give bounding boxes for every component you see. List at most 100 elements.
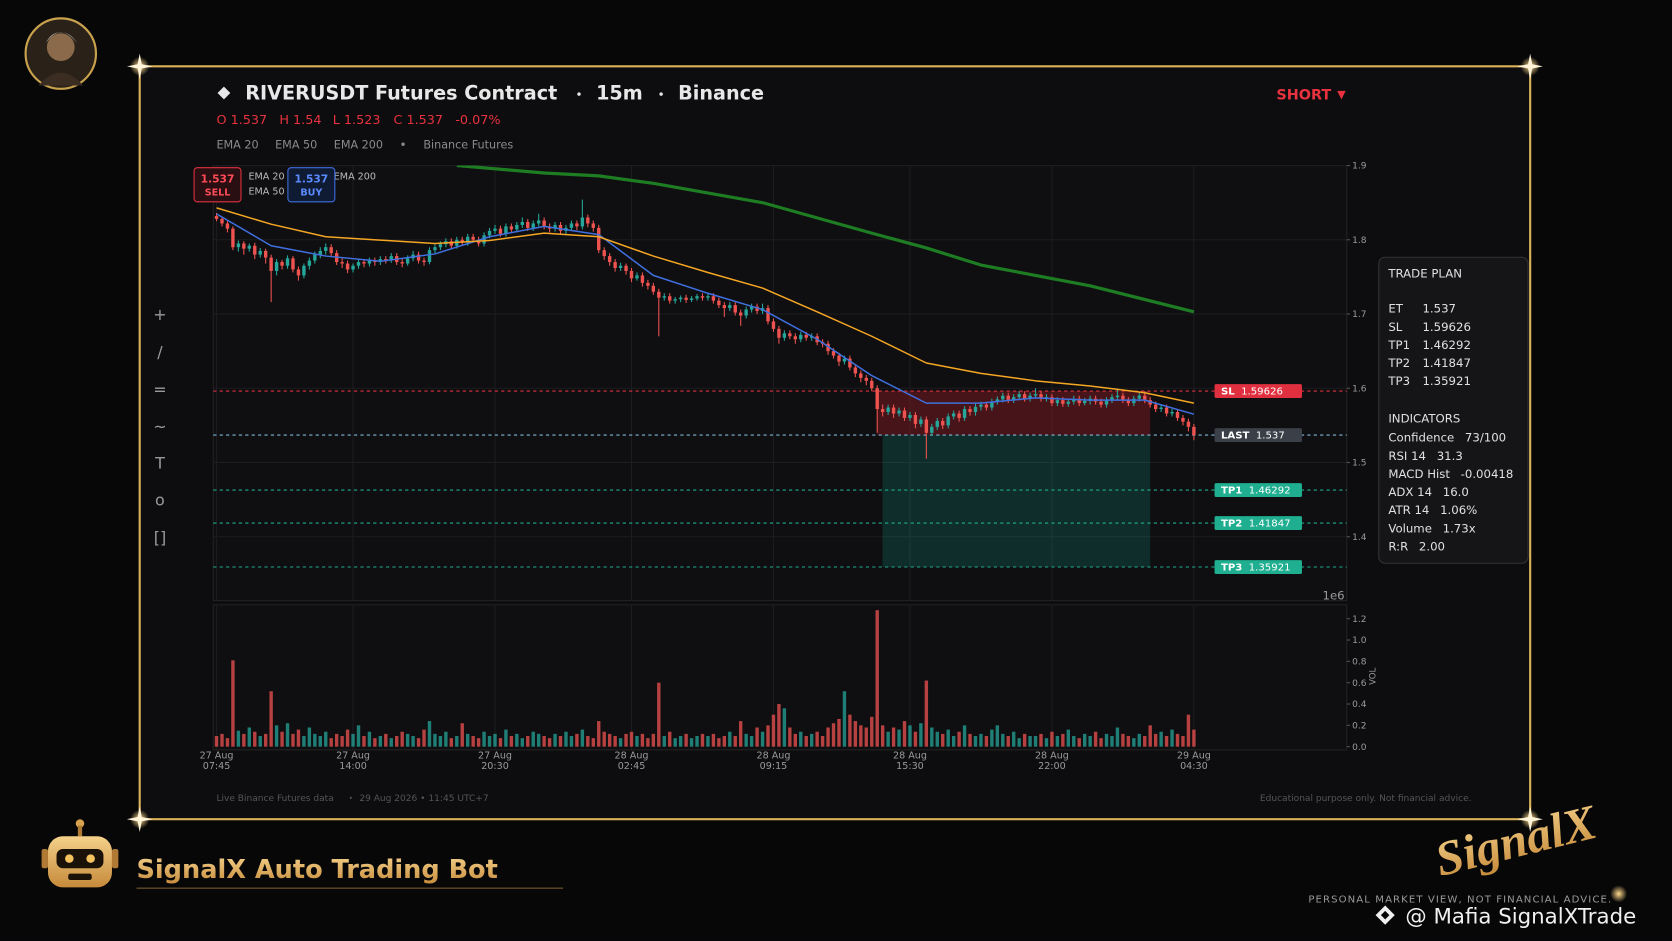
side-selector[interactable]: SHORT	[1276, 87, 1331, 103]
volume-bar	[924, 680, 929, 747]
volume-bar	[640, 733, 645, 747]
volume-bar	[760, 731, 765, 747]
plan-value: 1.46292	[1422, 338, 1470, 352]
indicator-row: Volume 1.73x	[1388, 521, 1475, 535]
level-label: TP2 1.41847	[1221, 519, 1291, 530]
tool-brush[interactable]: ~	[153, 417, 166, 436]
candle-body	[1066, 401, 1071, 404]
plan-row: ET 1.537	[1388, 302, 1456, 316]
tool-text[interactable]: T	[154, 453, 165, 472]
volume-bar	[733, 736, 737, 747]
volume-bar	[804, 736, 808, 747]
buy-button[interactable]	[287, 167, 336, 203]
candle-body	[913, 414, 918, 424]
volume-bar	[1039, 733, 1043, 747]
tool-crosshair[interactable]: +	[153, 305, 166, 324]
candle-body	[1017, 394, 1021, 398]
candle-body	[1121, 395, 1125, 401]
sell-button[interactable]	[193, 167, 242, 203]
tool-horizontal[interactable]: =	[153, 380, 166, 399]
level-name: LAST	[1221, 431, 1250, 442]
volume-bar	[1082, 733, 1087, 747]
candle-body	[1061, 400, 1065, 404]
volume-bar	[706, 736, 710, 747]
candle-body	[908, 414, 912, 418]
candle-body	[739, 312, 743, 316]
indicator-label: EMA 200	[334, 138, 383, 151]
plan-label: TP3	[1387, 374, 1410, 388]
volume-bar	[1104, 733, 1109, 747]
ohlc-low: L 1.523	[333, 113, 381, 128]
buy-price[interactable]: 1.537	[295, 173, 329, 186]
candle-body	[291, 258, 295, 270]
candle-body	[640, 275, 645, 283]
y-tick-label: 1.6	[1352, 384, 1367, 394]
volume-bar	[536, 733, 541, 747]
indicator-row: ATR 14 1.06%	[1388, 503, 1477, 517]
candle-body	[1028, 395, 1032, 399]
candle-body	[919, 419, 923, 424]
volume-bar	[695, 736, 699, 747]
volume-bar	[520, 738, 524, 747]
tool-circle[interactable]: o	[155, 491, 165, 510]
volume-bar	[739, 721, 743, 747]
candle-body	[859, 373, 863, 378]
indicator-row: RSI 14 31.3	[1388, 449, 1462, 463]
volume-bar	[569, 736, 574, 747]
candle-body	[749, 306, 754, 310]
volume-bar	[1093, 731, 1098, 747]
candle-body	[1143, 395, 1147, 401]
level-label: TP3 1.35921	[1221, 563, 1291, 574]
level-label: SL 1.59626	[1221, 387, 1283, 398]
footer-disclaimer: Educational purpose only. Not financial …	[1260, 794, 1472, 804]
candle-body	[263, 250, 268, 258]
volume-bar	[258, 736, 262, 747]
level-label-bg	[1214, 384, 1302, 398]
volume-bar	[613, 736, 617, 747]
trade-plan-panel	[1378, 256, 1529, 564]
volume-bar	[1192, 729, 1196, 747]
buy-label[interactable]: BUY	[300, 187, 323, 198]
legend-entry: EMA 50	[248, 186, 284, 197]
volume-bar	[405, 733, 410, 747]
indicator-value: -0.00418	[1461, 467, 1514, 481]
candle-body	[990, 401, 994, 408]
volume-bar	[542, 736, 546, 747]
candle-body	[744, 309, 748, 316]
sparkle	[1610, 885, 1628, 903]
indicator-label: RSI 14	[1388, 449, 1426, 463]
volume-bar	[979, 733, 983, 747]
sell-price[interactable]: 1.537	[201, 173, 235, 186]
candle-body	[782, 333, 787, 338]
volume-bar	[799, 731, 803, 747]
candle-body	[973, 406, 978, 413]
separator	[401, 142, 405, 146]
candle-body	[951, 413, 956, 417]
symbol-title: RIVERUSDT Futures Contract	[245, 81, 557, 104]
candle-body	[777, 328, 781, 338]
candle-body	[296, 269, 301, 276]
candle-body	[438, 244, 443, 248]
ema-line	[216, 213, 1195, 415]
candle-body	[597, 227, 601, 251]
dropdown-arrow[interactable]	[1337, 90, 1346, 100]
volume-bar	[334, 733, 339, 747]
level-name: TP1	[1221, 486, 1242, 497]
volume-bar	[433, 733, 437, 747]
level-value: 1.41847	[1249, 519, 1291, 530]
candle-body	[493, 228, 497, 231]
candle-body	[864, 377, 868, 381]
volume-bar	[291, 733, 295, 747]
tool-rectangle[interactable]: []	[154, 528, 166, 547]
candle-body	[356, 262, 361, 266]
volume-bar	[629, 731, 634, 747]
volume-tick-label: 0.8	[1352, 658, 1367, 668]
volume-bar	[913, 731, 918, 747]
volume-bar	[1148, 725, 1152, 747]
candle-body	[924, 419, 929, 433]
tool-trendline[interactable]: /	[157, 342, 163, 361]
y-tick-label: 1.4	[1352, 533, 1367, 543]
volume-bar	[1170, 729, 1174, 747]
sell-label[interactable]: SELL	[205, 187, 231, 198]
candle-body	[624, 265, 628, 271]
